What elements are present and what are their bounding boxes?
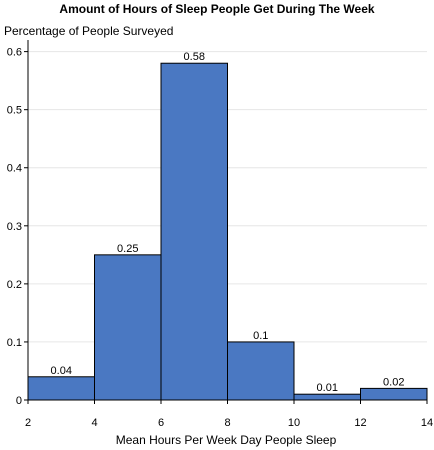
bar-4 [293,393,361,401]
bars [27,62,428,401]
y-tick-label-6: 0.6 [7,47,22,59]
x-tick-label-6: 14 [421,417,433,429]
bar-0 [27,376,95,401]
chart-title: Amount of Hours of Sleep People Get Duri… [59,2,374,16]
x-tick-label-0: 2 [25,417,31,429]
y-tick-label-2: 0.2 [7,279,22,291]
y-tick-label-4: 0.4 [7,163,22,175]
x-tick-label-1: 4 [91,417,97,429]
x-axis-ticks: 2 4 6 8 10 12 14 [25,400,433,429]
y-axis-ticks: 0 0.1 0.2 0.3 0.4 0.5 0.6 [7,47,28,407]
y-tick-label-5: 0.5 [7,105,22,117]
bar-value-label-4: 0.01 [317,382,338,394]
y-axis-label: Percentage of People Surveyed [4,24,173,38]
x-axis-label: Mean Hours Per Week Day People Sleep [116,433,337,447]
bar-value-label-0: 0.04 [51,365,72,377]
bar-3 [227,341,295,401]
x-tick-label-4: 10 [288,417,300,429]
x-tick-label-3: 8 [224,417,230,429]
bar-value-label-5: 0.02 [383,376,404,388]
x-tick-label-5: 12 [354,417,366,429]
bar-labels: 0.04 0.25 0.58 0.1 0.01 0.02 [51,51,405,394]
bar-5 [360,387,428,401]
bar-1 [94,254,162,401]
y-tick-label-3: 0.3 [7,221,22,233]
bar-2 [160,62,228,401]
bar-value-label-1: 0.25 [117,243,138,255]
y-tick-label-1: 0.1 [7,337,22,349]
x-tick-label-2: 6 [158,417,164,429]
y-tick-label-0: 0 [16,395,22,407]
bar-value-label-2: 0.58 [184,51,205,63]
bar-value-label-3: 0.1 [253,330,268,342]
